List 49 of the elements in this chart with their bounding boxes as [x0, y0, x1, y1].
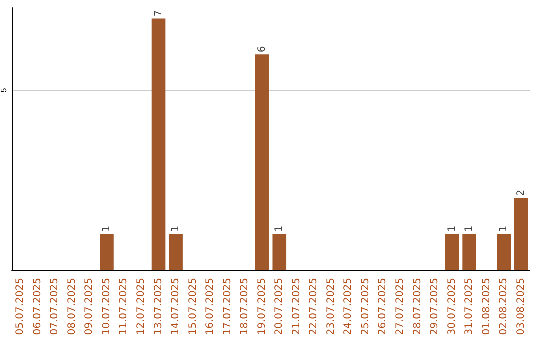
x-tick-label: 17.07.2025: [222, 278, 234, 336]
x-tick-label: 28.07.2025: [412, 278, 424, 336]
bar: [169, 234, 183, 270]
data-label: 1: [498, 226, 510, 232]
x-tick-label: 24.07.2025: [343, 278, 354, 336]
x-tick-label: 30.07.2025: [446, 278, 458, 336]
bar: [497, 234, 512, 270]
x-tick-label: 31.07.2025: [464, 278, 476, 336]
data-label: 2: [516, 190, 527, 196]
x-tick-label: 07.07.2025: [50, 278, 61, 336]
bar: [152, 18, 166, 270]
x-tick-label: 19.07.2025: [256, 278, 268, 336]
x-tick-label: 26.07.2025: [378, 278, 389, 336]
x-tick-label: 16.07.2025: [205, 278, 216, 336]
bar: [272, 234, 287, 270]
x-tick-label: 05.07.2025: [15, 278, 26, 336]
x-tick-label: 21.07.2025: [291, 278, 302, 336]
x-tick-label: 14.07.2025: [170, 278, 182, 336]
data-label: 1: [464, 226, 476, 232]
x-tick-label: 03.08.2025: [516, 278, 527, 336]
x-tick-label: 18.07.2025: [240, 278, 251, 336]
x-tick-label: 10.07.2025: [101, 278, 112, 336]
x-tick-label: 06.07.2025: [32, 278, 44, 336]
x-tick-label: 02.08.2025: [498, 278, 510, 336]
x-tick-label: 29.07.2025: [430, 278, 441, 336]
x-tick-label: 23.07.2025: [326, 278, 337, 336]
x-tick-label: 27.07.2025: [395, 278, 406, 336]
bar: [100, 234, 114, 270]
x-tick-label: 09.07.2025: [84, 278, 96, 336]
data-label: 1: [170, 226, 182, 232]
data-label: 6: [256, 46, 268, 53]
x-tick-label: 15.07.2025: [188, 278, 199, 336]
x-tick-label: 13.07.2025: [153, 278, 164, 336]
x-tick-label: 20.07.2025: [274, 278, 286, 336]
x-tick-label: 22.07.2025: [308, 278, 320, 336]
x-tick-label: 12.07.2025: [136, 278, 147, 336]
x-tick-label: 08.07.2025: [66, 278, 78, 336]
y-tick-label: 5: [0, 88, 8, 93]
data-label: 1: [274, 226, 286, 232]
data-label: 7: [153, 10, 164, 17]
data-label: 1: [101, 226, 112, 232]
bar: [462, 234, 476, 270]
bar: [445, 234, 460, 270]
bar: [514, 198, 528, 270]
bar: [255, 54, 270, 270]
x-tick-label: 11.07.2025: [118, 278, 130, 336]
x-tick-label: 01.08.2025: [481, 278, 492, 336]
x-tick-label: 25.07.2025: [360, 278, 372, 336]
data-label: 1: [446, 226, 458, 232]
